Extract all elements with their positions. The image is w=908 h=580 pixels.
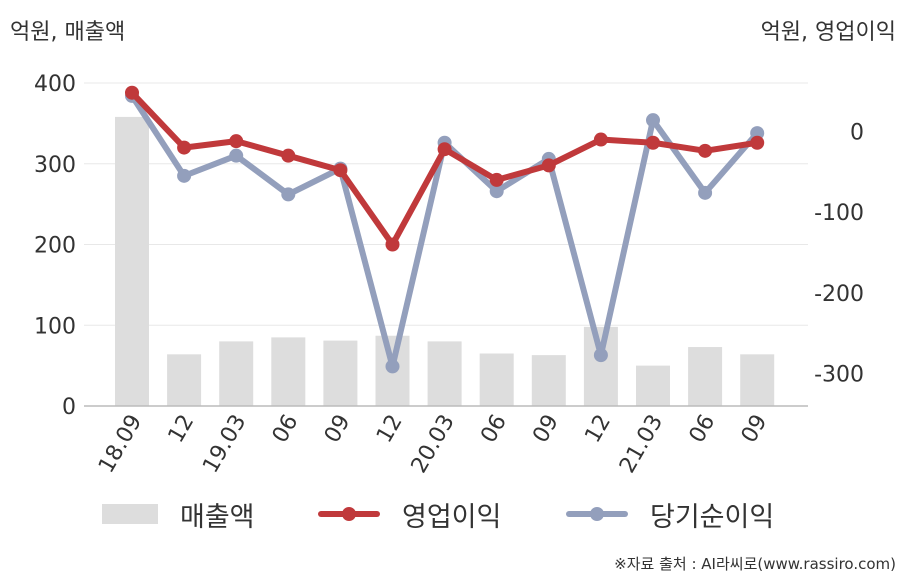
source-credit: ※자료 출처 : AI라씨로(www.rassiro.com) [614, 555, 896, 573]
point-operating-profit-1 [177, 140, 192, 155]
bar-12 [740, 354, 775, 406]
bar-3 [271, 337, 306, 406]
x-tick-label: 19.03 [198, 411, 251, 478]
x-tick-label: 06 [685, 411, 721, 448]
line-operating-profit [129, 89, 761, 248]
x-tick-label: 09 [737, 411, 773, 448]
point-net-income-1 [177, 168, 192, 183]
bar-8 [531, 355, 566, 406]
point-net-income-10 [646, 113, 660, 128]
line-series [125, 85, 765, 374]
x-tick-label: 06 [268, 411, 304, 448]
gridlines [84, 82, 808, 326]
y-left-tick-label: 300 [34, 153, 76, 178]
x-tick-label: 09 [320, 411, 356, 448]
point-net-income-11 [698, 185, 713, 200]
x-tick-label: 12 [580, 411, 616, 448]
x-tick-label: 18.09 [94, 411, 147, 478]
y-axis-right: 0 -100 -200 -300 [814, 120, 864, 387]
bar-11 [688, 347, 723, 406]
y-left-tick-label: 0 [62, 395, 76, 420]
x-tick-label: 12 [372, 411, 408, 448]
legend-item-sales: 매출액 [102, 492, 255, 536]
right-axis-unit: 억원, 영업이익 [760, 20, 896, 45]
bar-0 [115, 116, 149, 406]
bar-6 [427, 341, 462, 406]
point-operating-profit-2 [229, 134, 244, 149]
point-net-income-12 [750, 126, 765, 141]
bar-2 [219, 341, 254, 406]
x-tick-label: 20.03 [407, 410, 460, 477]
bar-10 [636, 365, 670, 406]
y-axis-left: 0 100 200 300 400 [34, 72, 76, 420]
bar-7 [479, 353, 514, 406]
legend-swatch-net-income [566, 492, 628, 536]
point-net-income-9 [593, 348, 608, 363]
legend-label-net-income: 당기순이익 [650, 501, 775, 533]
point-net-income-5 [385, 359, 400, 374]
bar-series [115, 116, 775, 406]
point-net-income-7 [489, 184, 504, 199]
x-tick-label: 06 [476, 411, 512, 448]
bar-4 [323, 340, 358, 406]
legend: 매출액 영업이익 당기순이익 [0, 492, 908, 536]
point-operating-profit-6 [437, 142, 452, 157]
point-operating-profit-10 [646, 135, 660, 150]
point-operating-profit-12 [750, 135, 765, 150]
legend-label-operating-profit: 영업이익 [402, 501, 502, 533]
x-tick-label: 12 [164, 411, 200, 448]
y-left-tick-label: 200 [34, 234, 76, 259]
left-axis-unit: 억원, 매출액 [10, 20, 126, 45]
point-operating-profit-7 [489, 172, 504, 187]
point-net-income-3 [281, 187, 296, 202]
legend-item-net-income: 당기순이익 [566, 492, 774, 536]
point-operating-profit-11 [698, 143, 713, 158]
legend-swatch-operating-profit [318, 492, 380, 536]
y-right-tick-label: -300 [814, 363, 864, 388]
x-tick-label: 09 [528, 411, 564, 448]
y-right-tick-label: 0 [850, 120, 864, 145]
point-operating-profit-5 [385, 237, 400, 252]
point-net-income-2 [229, 148, 244, 163]
point-operating-profit-0 [125, 85, 139, 100]
bar-9 [583, 326, 618, 406]
x-tick-label: 21.03 [615, 411, 668, 478]
legend-swatch-sales [102, 504, 158, 524]
point-operating-profit-8 [541, 158, 556, 173]
y-left-tick-label: 400 [34, 72, 76, 97]
y-right-tick-label: -100 [814, 201, 864, 226]
point-operating-profit-3 [281, 148, 296, 163]
legend-item-operating-profit: 영업이익 [318, 492, 501, 536]
point-operating-profit-9 [593, 132, 608, 147]
y-right-tick-label: -200 [814, 282, 864, 307]
bar-1 [167, 354, 202, 406]
legend-label-sales: 매출액 [180, 501, 255, 533]
point-operating-profit-4 [333, 163, 348, 178]
y-left-tick-label: 100 [34, 314, 76, 339]
